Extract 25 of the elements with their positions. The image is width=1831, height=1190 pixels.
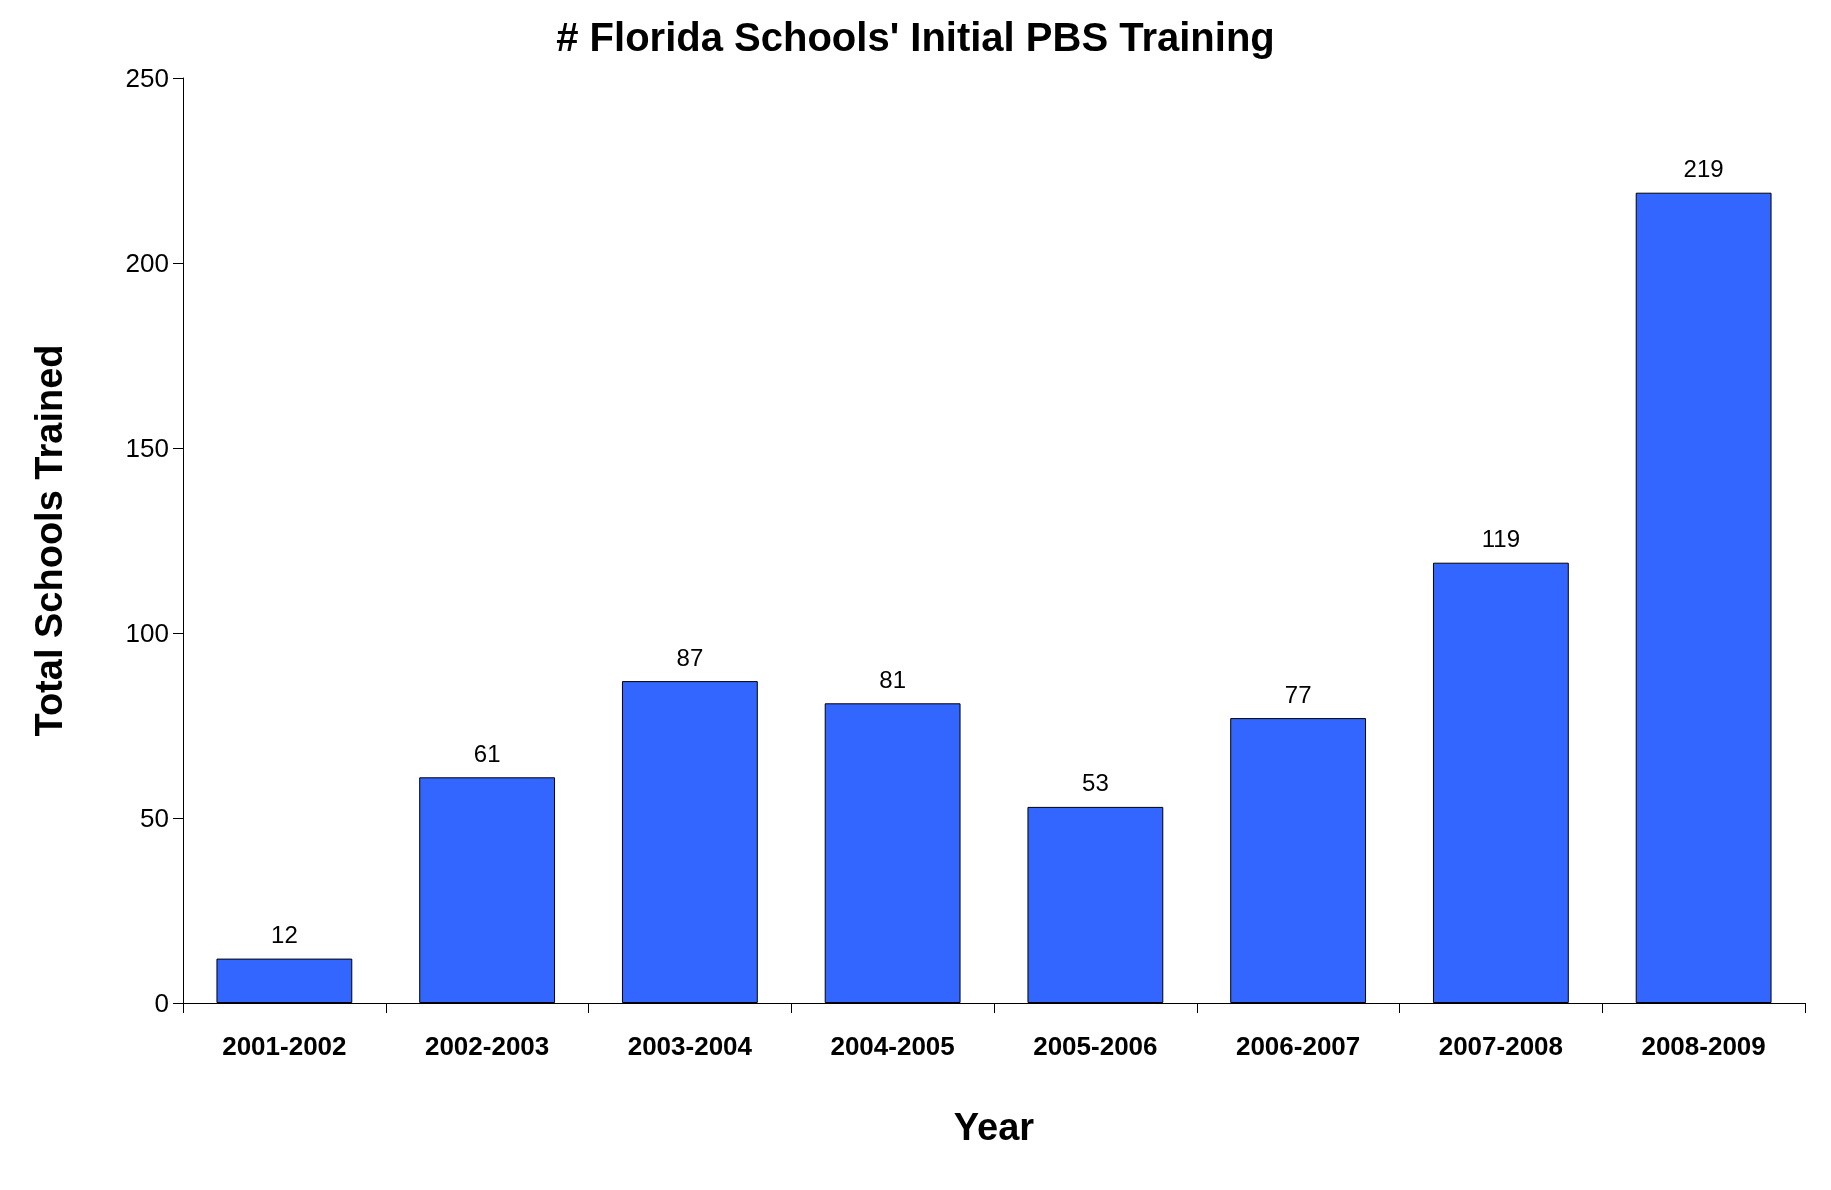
x-tick-label: 2002-2003: [424, 1031, 550, 1061]
x-tick-label: 2001-2002: [222, 1031, 347, 1061]
data-label: 219: [1683, 155, 1724, 183]
data-label: 53: [1082, 769, 1109, 797]
y-tick-label: 100: [125, 618, 169, 648]
data-label: 87: [676, 643, 704, 671]
y-tick-label: 250: [125, 63, 169, 93]
x-tick-label: 2003-2004: [627, 1031, 753, 1061]
x-axis-title: Year: [953, 1106, 1035, 1148]
data-label: 81: [879, 665, 906, 693]
y-tick-label: 200: [125, 248, 169, 278]
chart-title: # Florida Schools' Initial PBS Training: [556, 15, 1275, 59]
data-label: 61: [473, 739, 501, 767]
y-tick-label: 50: [140, 803, 169, 833]
y-axis-title: Total Schools Trained: [28, 344, 70, 737]
x-tick-label: 2006-2007: [1235, 1031, 1361, 1061]
x-tick-label: 2007-2008: [1438, 1031, 1564, 1061]
data-label: 77: [1284, 680, 1312, 708]
x-tick-label: 2008-2009: [1641, 1031, 1766, 1061]
x-tick-label: 2005-2006: [1033, 1031, 1158, 1061]
data-label: 12: [271, 921, 298, 949]
y-tick-label: 150: [125, 433, 169, 463]
y-tick-label: 0: [154, 988, 169, 1018]
data-label: 119: [1481, 525, 1521, 553]
x-tick-label: 2004-2005: [830, 1031, 955, 1061]
